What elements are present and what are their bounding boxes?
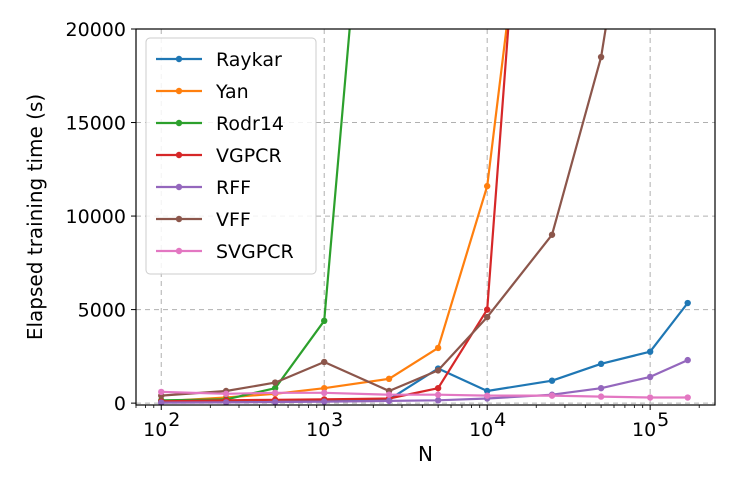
data-point-vgpcr	[434, 384, 442, 392]
data-point-raykar	[684, 299, 691, 307]
data-point-rff	[385, 397, 393, 405]
legend-label-rodr14: Rodr14	[216, 113, 284, 135]
x-tick-exponent: 4	[494, 409, 506, 431]
data-point-rff	[597, 384, 605, 392]
legend-marker-vgpcr	[175, 151, 183, 159]
data-point-vff	[271, 379, 279, 386]
x-tick-label: 10	[306, 419, 330, 441]
data-point-vgpcr	[483, 306, 491, 313]
legend-label-raykar: Raykar	[216, 49, 282, 71]
data-point-svgpcr	[385, 391, 393, 398]
data-point-rodr14	[321, 317, 328, 325]
data-point-vff	[434, 367, 442, 374]
legend-label-vgpcr: VGPCR	[216, 145, 282, 167]
series-line-vgpcr	[161, 29, 510, 403]
legend-marker-rodr14	[175, 119, 183, 127]
y-tick-label: 15000	[66, 113, 126, 135]
y-axis-label: Elapsed training time (s)	[23, 94, 47, 340]
x-tick-exponent: 3	[331, 409, 343, 431]
x-axis-label: N	[418, 442, 433, 466]
y-tick-label: 10000	[66, 206, 126, 228]
data-point-svgpcr	[597, 393, 605, 400]
legend-marker-yan	[175, 87, 183, 95]
data-point-rff	[684, 356, 691, 364]
data-point-svgpcr	[483, 392, 491, 399]
data-point-raykar	[548, 377, 556, 384]
data-point-raykar	[597, 360, 605, 368]
data-point-svgpcr	[646, 394, 654, 401]
data-point-vff	[548, 231, 556, 238]
legend-marker-vff	[175, 215, 183, 223]
x-tick-label: 10	[143, 419, 167, 441]
data-point-svgpcr	[434, 391, 442, 398]
x-tick-exponent: 2	[168, 409, 180, 431]
series-line-vff	[161, 29, 607, 397]
data-point-svgpcr	[271, 389, 279, 397]
data-point-svgpcr	[222, 390, 230, 397]
data-point-raykar	[646, 348, 654, 355]
legend-marker-svgpcr	[175, 247, 183, 255]
legend-label-vff: VFF	[216, 209, 251, 231]
data-point-rff	[434, 397, 442, 404]
plot-frame	[135, 28, 716, 406]
data-point-vff	[597, 53, 605, 61]
y-tick-label: 5000	[78, 300, 126, 322]
y-tick-label: 20000	[66, 19, 126, 41]
data-point-yan	[321, 384, 328, 392]
legend: Raykar Yan Rodr14 VGPCR RFF VFF SVGPCR	[145, 37, 317, 275]
y-tick-label: 0	[114, 393, 126, 415]
x-tick-label: 10	[469, 419, 493, 441]
legend-label-yan: Yan	[215, 81, 249, 103]
data-point-rff	[222, 399, 230, 405]
x-tick-label: 10	[632, 419, 656, 441]
data-point-svgpcr	[158, 388, 165, 396]
legend-box	[145, 37, 317, 275]
data-point-svgpcr	[684, 394, 691, 401]
data-point-yan	[385, 375, 393, 383]
data-point-vff	[321, 358, 328, 366]
data-point-rff	[646, 373, 654, 381]
legend-label-svgpcr: SVGPCR	[216, 241, 294, 263]
data-point-vff	[483, 313, 491, 321]
legend-marker-raykar	[175, 55, 183, 63]
data-point-svgpcr	[548, 392, 556, 399]
legend-marker-rff	[175, 183, 183, 191]
data-point-rff	[271, 398, 279, 405]
data-point-svgpcr	[321, 389, 328, 397]
data-point-rff	[158, 399, 165, 405]
data-point-yan	[483, 182, 491, 190]
data-point-yan	[434, 344, 442, 352]
data-point-rff	[321, 398, 328, 405]
series-group	[158, 29, 691, 405]
x-tick-exponent: 5	[657, 409, 669, 431]
data-point-rodr14	[271, 384, 279, 392]
legend-label-rff: RFF	[216, 177, 251, 199]
data-point-raykar	[483, 387, 491, 395]
